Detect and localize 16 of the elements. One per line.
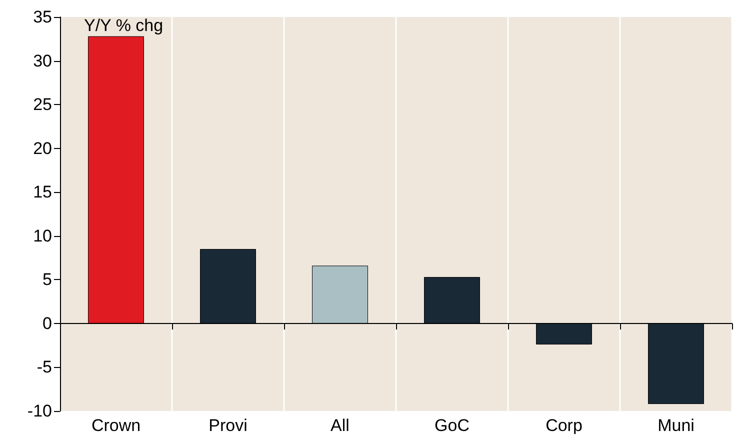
annotation: Y/Y % chg	[84, 16, 164, 35]
y-tick-label: 20	[33, 138, 52, 158]
y-tick-label: 5	[42, 270, 52, 290]
x-tick-label: Muni	[658, 416, 694, 435]
y-tick-label: 30	[33, 51, 52, 70]
y-tick-label: 35	[33, 8, 52, 26]
x-tick-label: Provi	[208, 416, 248, 435]
y-tick-label: -5	[36, 358, 52, 377]
x-tick-label: All	[330, 416, 350, 435]
x-tick-label: Crown	[91, 416, 141, 435]
y-tick-label: 10	[33, 226, 52, 246]
y-tick-label: 15	[33, 182, 52, 202]
y-tick-label: -10	[27, 402, 52, 420]
y-tick-label: 0	[42, 314, 52, 333]
y-tick-label: 25	[33, 95, 52, 114]
x-tick-label: GoC	[434, 416, 470, 435]
